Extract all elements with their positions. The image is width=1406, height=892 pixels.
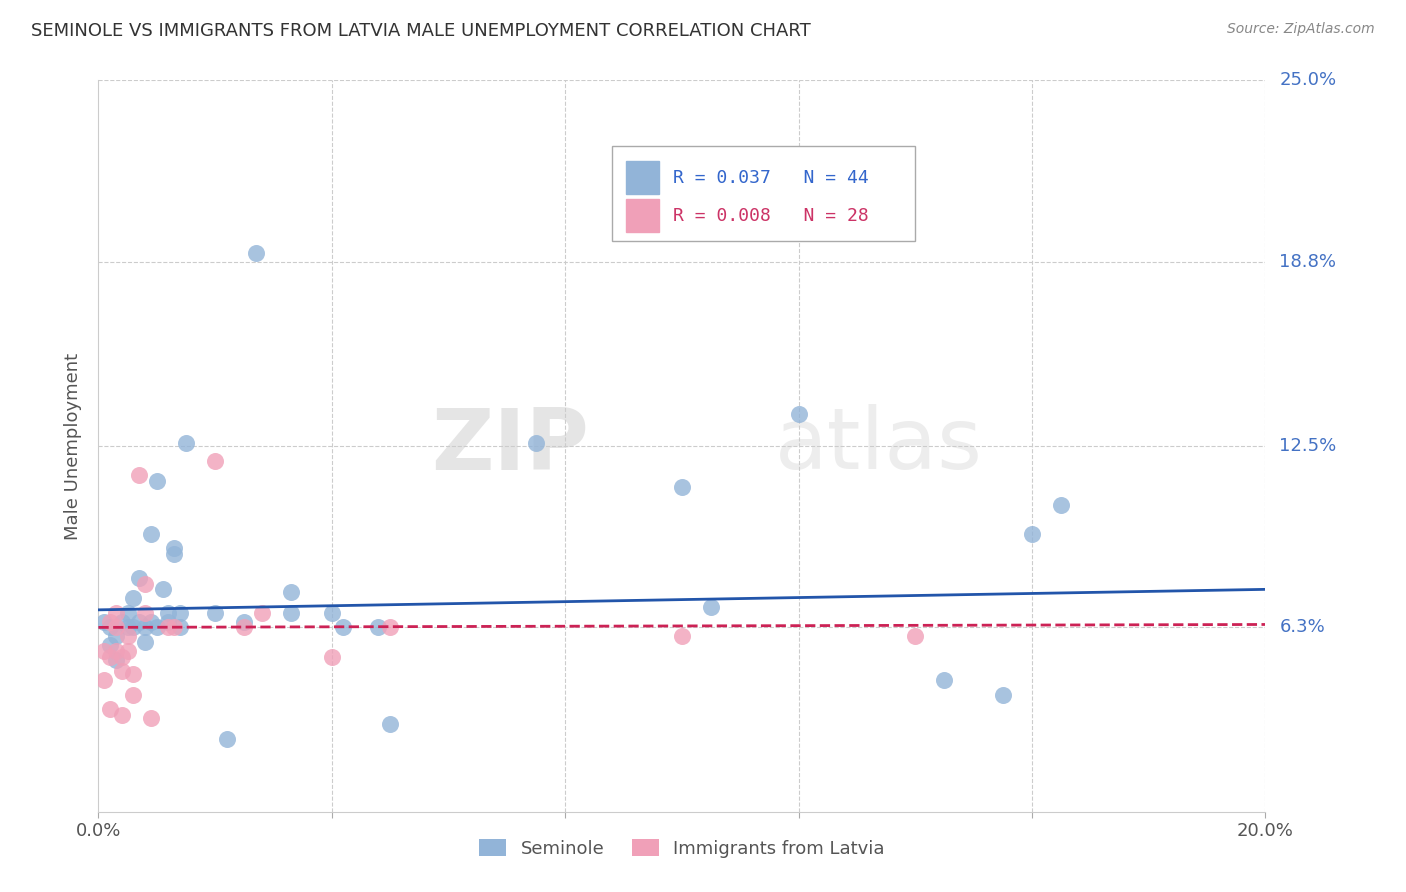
Point — [174, 436, 197, 450]
Point — [321, 649, 343, 664]
Point — [146, 620, 169, 634]
Text: atlas: atlas — [775, 404, 983, 488]
Point — [380, 620, 402, 634]
Text: 18.8%: 18.8% — [1279, 252, 1336, 270]
Point — [139, 615, 162, 629]
Point — [98, 620, 121, 634]
Point — [280, 585, 302, 599]
Point — [1021, 526, 1043, 541]
Point — [1050, 498, 1073, 512]
Point — [128, 615, 150, 629]
Point — [122, 620, 145, 634]
Point — [128, 468, 150, 483]
Point — [139, 526, 162, 541]
Point — [787, 407, 810, 421]
Point — [367, 620, 389, 634]
Text: R = 0.008   N = 28: R = 0.008 N = 28 — [672, 207, 869, 225]
Point — [93, 673, 115, 687]
Point — [280, 606, 302, 620]
Text: R = 0.037   N = 44: R = 0.037 N = 44 — [672, 169, 869, 186]
Point — [991, 688, 1014, 702]
Point — [671, 480, 693, 494]
Point — [128, 571, 150, 585]
Point — [139, 711, 162, 725]
Point — [134, 620, 156, 634]
Point — [524, 436, 547, 450]
Point — [104, 606, 127, 620]
Point — [380, 717, 402, 731]
Point — [111, 665, 134, 679]
Bar — [626, 199, 658, 232]
Point — [169, 606, 191, 620]
Legend: Seminole, Immigrants from Latvia: Seminole, Immigrants from Latvia — [472, 832, 891, 865]
Text: ZIP: ZIP — [430, 404, 589, 488]
Point — [250, 606, 273, 620]
Point — [233, 620, 256, 634]
Point — [321, 606, 343, 620]
Y-axis label: Male Unemployment: Male Unemployment — [63, 352, 82, 540]
Point — [904, 629, 927, 643]
Point — [117, 629, 139, 643]
Point — [134, 606, 156, 620]
Point — [104, 629, 127, 643]
Point — [700, 599, 723, 614]
Point — [104, 620, 127, 634]
Point — [122, 688, 145, 702]
Point — [111, 649, 134, 664]
Point — [117, 620, 139, 634]
Point — [233, 615, 256, 629]
Point — [117, 644, 139, 658]
Text: 6.3%: 6.3% — [1279, 618, 1324, 636]
FancyBboxPatch shape — [612, 146, 915, 241]
Text: 12.5%: 12.5% — [1279, 437, 1337, 455]
Point — [93, 644, 115, 658]
Point — [104, 644, 127, 658]
Text: Source: ZipAtlas.com: Source: ZipAtlas.com — [1227, 22, 1375, 37]
Point — [98, 638, 121, 652]
Point — [245, 246, 267, 260]
Point — [934, 673, 956, 687]
Point — [332, 620, 354, 634]
Point — [146, 474, 169, 488]
Point — [163, 547, 186, 561]
Point — [134, 576, 156, 591]
Point — [98, 649, 121, 664]
Text: 25.0%: 25.0% — [1279, 71, 1337, 89]
Point — [98, 702, 121, 716]
Point — [104, 652, 127, 666]
Point — [157, 615, 180, 629]
Point — [204, 453, 226, 467]
Bar — [626, 161, 658, 194]
Point — [98, 615, 121, 629]
Point — [134, 635, 156, 649]
Text: SEMINOLE VS IMMIGRANTS FROM LATVIA MALE UNEMPLOYMENT CORRELATION CHART: SEMINOLE VS IMMIGRANTS FROM LATVIA MALE … — [31, 22, 811, 40]
Point — [122, 591, 145, 606]
Point — [671, 629, 693, 643]
Point — [157, 606, 180, 620]
Point — [111, 615, 134, 629]
Point — [111, 708, 134, 723]
Point — [204, 606, 226, 620]
Point — [122, 667, 145, 681]
Point — [157, 620, 180, 634]
Point — [93, 615, 115, 629]
Point — [215, 731, 238, 746]
Point — [163, 541, 186, 556]
Point — [169, 620, 191, 634]
Point — [163, 620, 186, 634]
Point — [117, 606, 139, 620]
Point — [152, 582, 174, 597]
